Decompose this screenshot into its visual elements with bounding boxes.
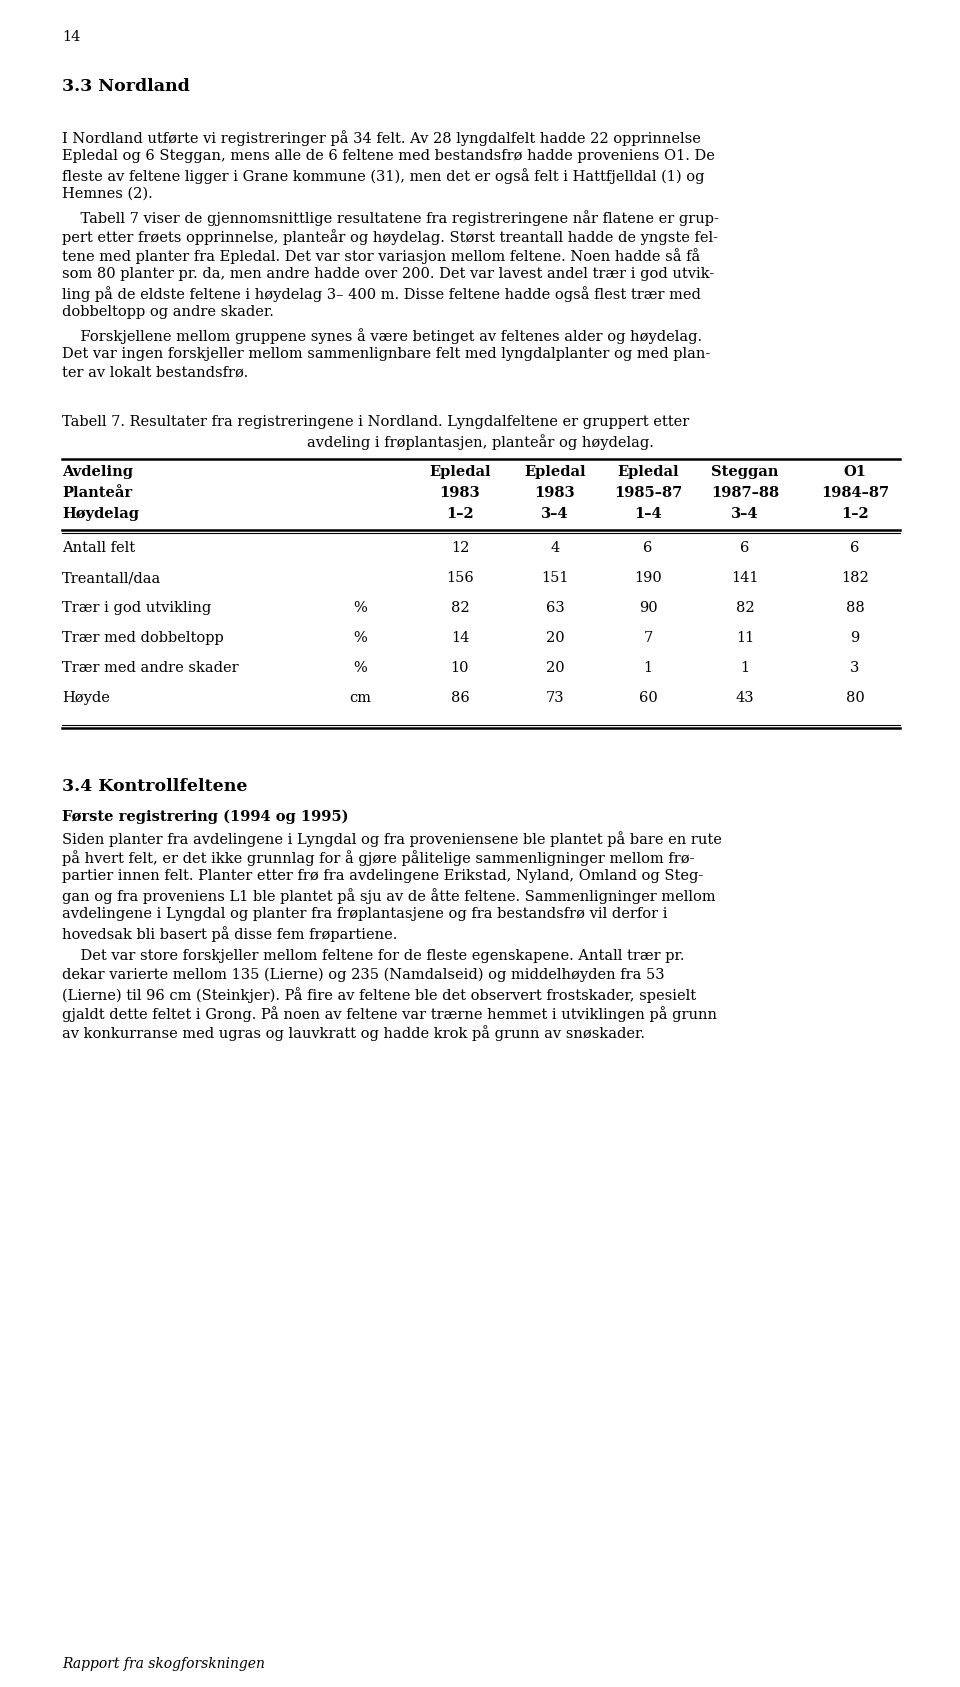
Text: 80: 80 (846, 692, 864, 705)
Text: ling på de eldste feltene i høydelag 3– 400 m. Disse feltene hadde også flest tr: ling på de eldste feltene i høydelag 3– … (62, 287, 701, 302)
Text: gjaldt dette feltet i Grong. På noen av feltene var trærne hemmet i utviklingen : gjaldt dette feltet i Grong. På noen av … (62, 1005, 717, 1022)
Text: 14: 14 (62, 30, 81, 44)
Text: 20: 20 (545, 631, 564, 644)
Text: Epledal: Epledal (617, 466, 679, 479)
Text: (Lierne) til 96 cm (Steinkjer). På fire av feltene ble det observert frostskader: (Lierne) til 96 cm (Steinkjer). På fire … (62, 987, 696, 1002)
Text: 1–2: 1–2 (841, 508, 869, 521)
Text: Forskjellene mellom gruppene synes å være betinget av feltenes alder og høydelag: Forskjellene mellom gruppene synes å vær… (62, 327, 702, 344)
Text: 3: 3 (851, 661, 860, 675)
Text: fleste av feltene ligger i Grane kommune (31), men det er også felt i Hattfjelld: fleste av feltene ligger i Grane kommune… (62, 169, 705, 184)
Text: partier innen felt. Planter etter frø fra avdelingene Erikstad, Nyland, Omland o: partier innen felt. Planter etter frø fr… (62, 869, 704, 882)
Text: 1987–88: 1987–88 (711, 486, 780, 499)
Text: av konkurranse med ugras og lauvkratt og hadde krok på grunn av snøskader.: av konkurranse med ugras og lauvkratt og… (62, 1026, 645, 1041)
Text: 4: 4 (550, 542, 560, 555)
Text: Steggan: Steggan (711, 466, 779, 479)
Text: avdeling i frøplantasjen, planteår og høydelag.: avdeling i frøplantasjen, planteår og hø… (306, 434, 654, 450)
Text: 82: 82 (735, 601, 755, 616)
Text: 90: 90 (638, 601, 658, 616)
Text: Det var store forskjeller mellom feltene for de fleste egenskapene. Antall trær : Det var store forskjeller mellom feltene… (62, 950, 684, 963)
Text: Avdeling: Avdeling (62, 466, 133, 479)
Text: gan og fra proveniens L1 ble plantet på sju av de åtte feltene. Sammenligninger : gan og fra proveniens L1 ble plantet på … (62, 887, 715, 904)
Text: 156: 156 (446, 570, 474, 585)
Text: 3.4 Kontrollfeltene: 3.4 Kontrollfeltene (62, 778, 248, 795)
Text: 10: 10 (451, 661, 469, 675)
Text: 63: 63 (545, 601, 564, 616)
Text: dekar varierte mellom 135 (Lierne) og 235 (Namdalseid) og middelhøyden fra 53: dekar varierte mellom 135 (Lierne) og 23… (62, 968, 664, 982)
Text: 7: 7 (643, 631, 653, 644)
Text: Rapport fra skogforskningen: Rapport fra skogforskningen (62, 1657, 265, 1672)
Text: %: % (353, 601, 367, 616)
Text: 43: 43 (735, 692, 755, 705)
Text: 1985–87: 1985–87 (613, 486, 683, 499)
Text: 14: 14 (451, 631, 469, 644)
Text: 1: 1 (740, 661, 750, 675)
Text: 3–4: 3–4 (541, 508, 568, 521)
Text: 86: 86 (450, 692, 469, 705)
Text: 11: 11 (736, 631, 755, 644)
Text: O1: O1 (844, 466, 867, 479)
Text: 1: 1 (643, 661, 653, 675)
Text: 20: 20 (545, 661, 564, 675)
Text: 88: 88 (846, 601, 864, 616)
Text: 141: 141 (732, 570, 758, 585)
Text: 9: 9 (851, 631, 859, 644)
Text: 6: 6 (851, 542, 860, 555)
Text: 190: 190 (635, 570, 661, 585)
Text: %: % (353, 631, 367, 644)
Text: Hemnes (2).: Hemnes (2). (62, 187, 153, 201)
Text: 60: 60 (638, 692, 658, 705)
Text: 82: 82 (450, 601, 469, 616)
Text: Første registrering (1994 og 1995): Første registrering (1994 og 1995) (62, 810, 348, 825)
Text: Siden planter fra avdelingene i Lyngdal og fra proveniensene ble plantet på bare: Siden planter fra avdelingene i Lyngdal … (62, 832, 722, 847)
Text: dobbeltopp og andre skader.: dobbeltopp og andre skader. (62, 305, 274, 319)
Text: Tabell 7. Resultater fra registreringene i Nordland. Lyngdalfeltene er gruppert : Tabell 7. Resultater fra registreringene… (62, 415, 689, 428)
Text: 1984–87: 1984–87 (821, 486, 889, 499)
Text: %: % (353, 661, 367, 675)
Text: Epledal: Epledal (524, 466, 586, 479)
Text: 182: 182 (841, 570, 869, 585)
Text: Epledal og 6 Steggan, mens alle de 6 feltene med bestandsfrø hadde proveniens O1: Epledal og 6 Steggan, mens alle de 6 fel… (62, 148, 715, 164)
Text: 1983: 1983 (535, 486, 575, 499)
Text: 73: 73 (545, 692, 564, 705)
Text: Trær med andre skader: Trær med andre skader (62, 661, 239, 675)
Text: som 80 planter pr. da, men andre hadde over 200. Det var lavest andel trær i god: som 80 planter pr. da, men andre hadde o… (62, 267, 714, 282)
Text: I Nordland utførte vi registreringer på 34 felt. Av 28 lyngdalfelt hadde 22 oppr: I Nordland utførte vi registreringer på … (62, 130, 701, 145)
Text: 1983: 1983 (440, 486, 480, 499)
Text: Antall felt: Antall felt (62, 542, 135, 555)
Text: avdelingene i Lyngdal og planter fra frøplantasjene og fra bestandsfrø vil derfo: avdelingene i Lyngdal og planter fra frø… (62, 908, 667, 921)
Text: pert etter frøets opprinnelse, planteår og høydelag. Størst treantall hadde de y: pert etter frøets opprinnelse, planteår … (62, 229, 718, 245)
Text: tene med planter fra Epledal. Det var stor variasjon mellom feltene. Noen hadde : tene med planter fra Epledal. Det var st… (62, 248, 700, 263)
Text: 3.3 Nordland: 3.3 Nordland (62, 78, 190, 94)
Text: 3–4: 3–4 (732, 508, 758, 521)
Text: Trær i god utvikling: Trær i god utvikling (62, 601, 211, 616)
Text: 151: 151 (541, 570, 568, 585)
Text: Høydelag: Høydelag (62, 508, 139, 521)
Text: på hvert felt, er det ikke grunnlag for å gjøre pålitelige sammenligninger mello: på hvert felt, er det ikke grunnlag for … (62, 850, 694, 865)
Text: ter av lokalt bestandsfrø.: ter av lokalt bestandsfrø. (62, 366, 249, 380)
Text: Det var ingen forskjeller mellom sammenlignbare felt med lyngdalplanter og med p: Det var ingen forskjeller mellom sammenl… (62, 348, 710, 361)
Text: 1–4: 1–4 (635, 508, 661, 521)
Text: Trær med dobbeltopp: Trær med dobbeltopp (62, 631, 224, 644)
Text: Epledal: Epledal (429, 466, 491, 479)
Text: cm: cm (349, 692, 371, 705)
Text: 1–2: 1–2 (446, 508, 474, 521)
Text: Treantall/daa: Treantall/daa (62, 570, 161, 585)
Text: 12: 12 (451, 542, 469, 555)
Text: Tabell 7 viser de gjennomsnittlige resultatene fra registreringene når flatene e: Tabell 7 viser de gjennomsnittlige resul… (62, 209, 719, 226)
Text: Høyde: Høyde (62, 692, 109, 705)
Text: 6: 6 (643, 542, 653, 555)
Text: Planteår: Planteår (62, 486, 132, 499)
Text: 6: 6 (740, 542, 750, 555)
Text: hovedsak bli basert på disse fem frøpartiene.: hovedsak bli basert på disse fem frøpart… (62, 926, 397, 941)
